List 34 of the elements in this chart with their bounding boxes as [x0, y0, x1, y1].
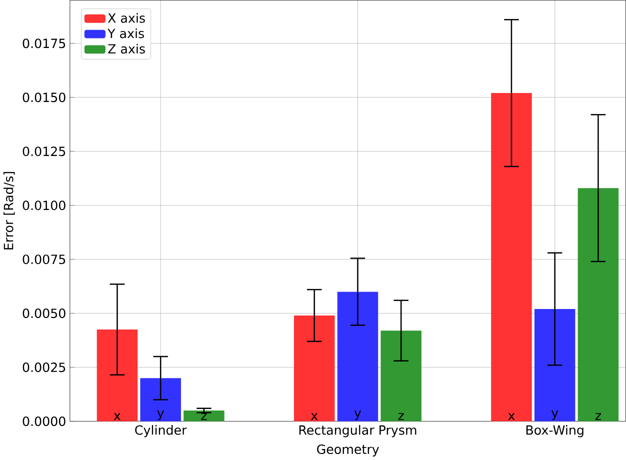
y-tick-label: 0.0025	[22, 362, 66, 372]
y-tick-label: 0.0000	[22, 416, 66, 426]
bar	[491, 93, 532, 422]
legend-label: Y axis	[108, 28, 144, 38]
bar	[337, 292, 378, 422]
bar	[534, 309, 576, 422]
data-label: y	[551, 410, 558, 420]
y-tick-label: 0.0150	[22, 92, 66, 102]
y-tick-label: 0.0050	[22, 308, 66, 318]
bar	[140, 378, 181, 422]
data-label: z	[201, 413, 207, 420]
y-tick-label: 0.0175	[22, 38, 66, 48]
x-tick-label: Rectangular Prysm	[299, 425, 416, 438]
bar	[184, 410, 224, 422]
data-label: x	[114, 413, 121, 420]
bar	[96, 330, 138, 422]
data-label: z	[595, 413, 601, 420]
bar	[578, 188, 619, 422]
legend-label: Z axis	[108, 44, 145, 54]
x-axis-title: Geometry	[317, 444, 379, 456]
y-tick-label: 0.0075	[22, 254, 66, 264]
y-tick-label: 0.0100	[22, 200, 66, 210]
legend-label: X axis	[108, 13, 145, 23]
data-label: x	[508, 413, 515, 420]
y-tick-label: 0.0125	[22, 146, 66, 156]
bar	[294, 315, 335, 422]
data-label: x	[310, 413, 318, 420]
data-label: y	[354, 410, 362, 420]
data-label: z	[398, 413, 404, 420]
y-axis-title: Error [Rad/s]	[4, 172, 15, 250]
data-label: y	[157, 410, 164, 420]
x-tick-label: Cylinder	[135, 425, 187, 438]
bar	[380, 330, 422, 422]
x-tick-label: Box-Wing	[526, 425, 584, 438]
